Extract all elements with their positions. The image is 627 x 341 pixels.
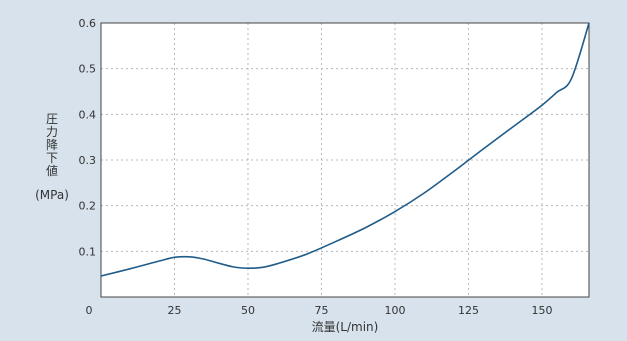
x-tick-label: 125 bbox=[458, 304, 479, 317]
y-axis-label-char: 下 bbox=[46, 151, 58, 165]
y-axis-label-char: 圧 bbox=[46, 112, 58, 126]
y-axis-label-char: 値 bbox=[46, 163, 58, 178]
grid-lines bbox=[101, 23, 589, 297]
y-axis-label-char: 降 bbox=[46, 138, 58, 152]
x-axis-label: 流量(L/min) bbox=[312, 320, 379, 334]
y-tick-label: 0.6 bbox=[79, 17, 97, 30]
y-tick-label: 0.3 bbox=[79, 154, 97, 167]
axes bbox=[100, 22, 590, 298]
plot-frame bbox=[100, 22, 590, 298]
series-line bbox=[100, 22, 590, 277]
y-axis-unit: (MPa) bbox=[35, 188, 69, 202]
y-tick-label: 0.2 bbox=[79, 200, 97, 213]
x-tick-label: 0 bbox=[86, 304, 93, 317]
x-tick-label: 150 bbox=[531, 304, 552, 317]
x-tick-label: 75 bbox=[314, 304, 328, 317]
y-tick-labels: 0.1 0.2 0.3 0.4 0.5 0.6 bbox=[79, 17, 97, 258]
x-tick-label: 100 bbox=[384, 304, 405, 317]
x-tick-label: 25 bbox=[167, 304, 181, 317]
x-tick-labels: 0 25 50 75 100 125 150 bbox=[86, 304, 553, 317]
y-tick-label: 0.4 bbox=[79, 108, 97, 121]
y-tick-label: 0.1 bbox=[79, 245, 97, 258]
x-tick-label: 50 bbox=[241, 304, 255, 317]
y-tick-label: 0.5 bbox=[79, 63, 97, 76]
y-axis-label-char: 力 bbox=[46, 125, 58, 139]
